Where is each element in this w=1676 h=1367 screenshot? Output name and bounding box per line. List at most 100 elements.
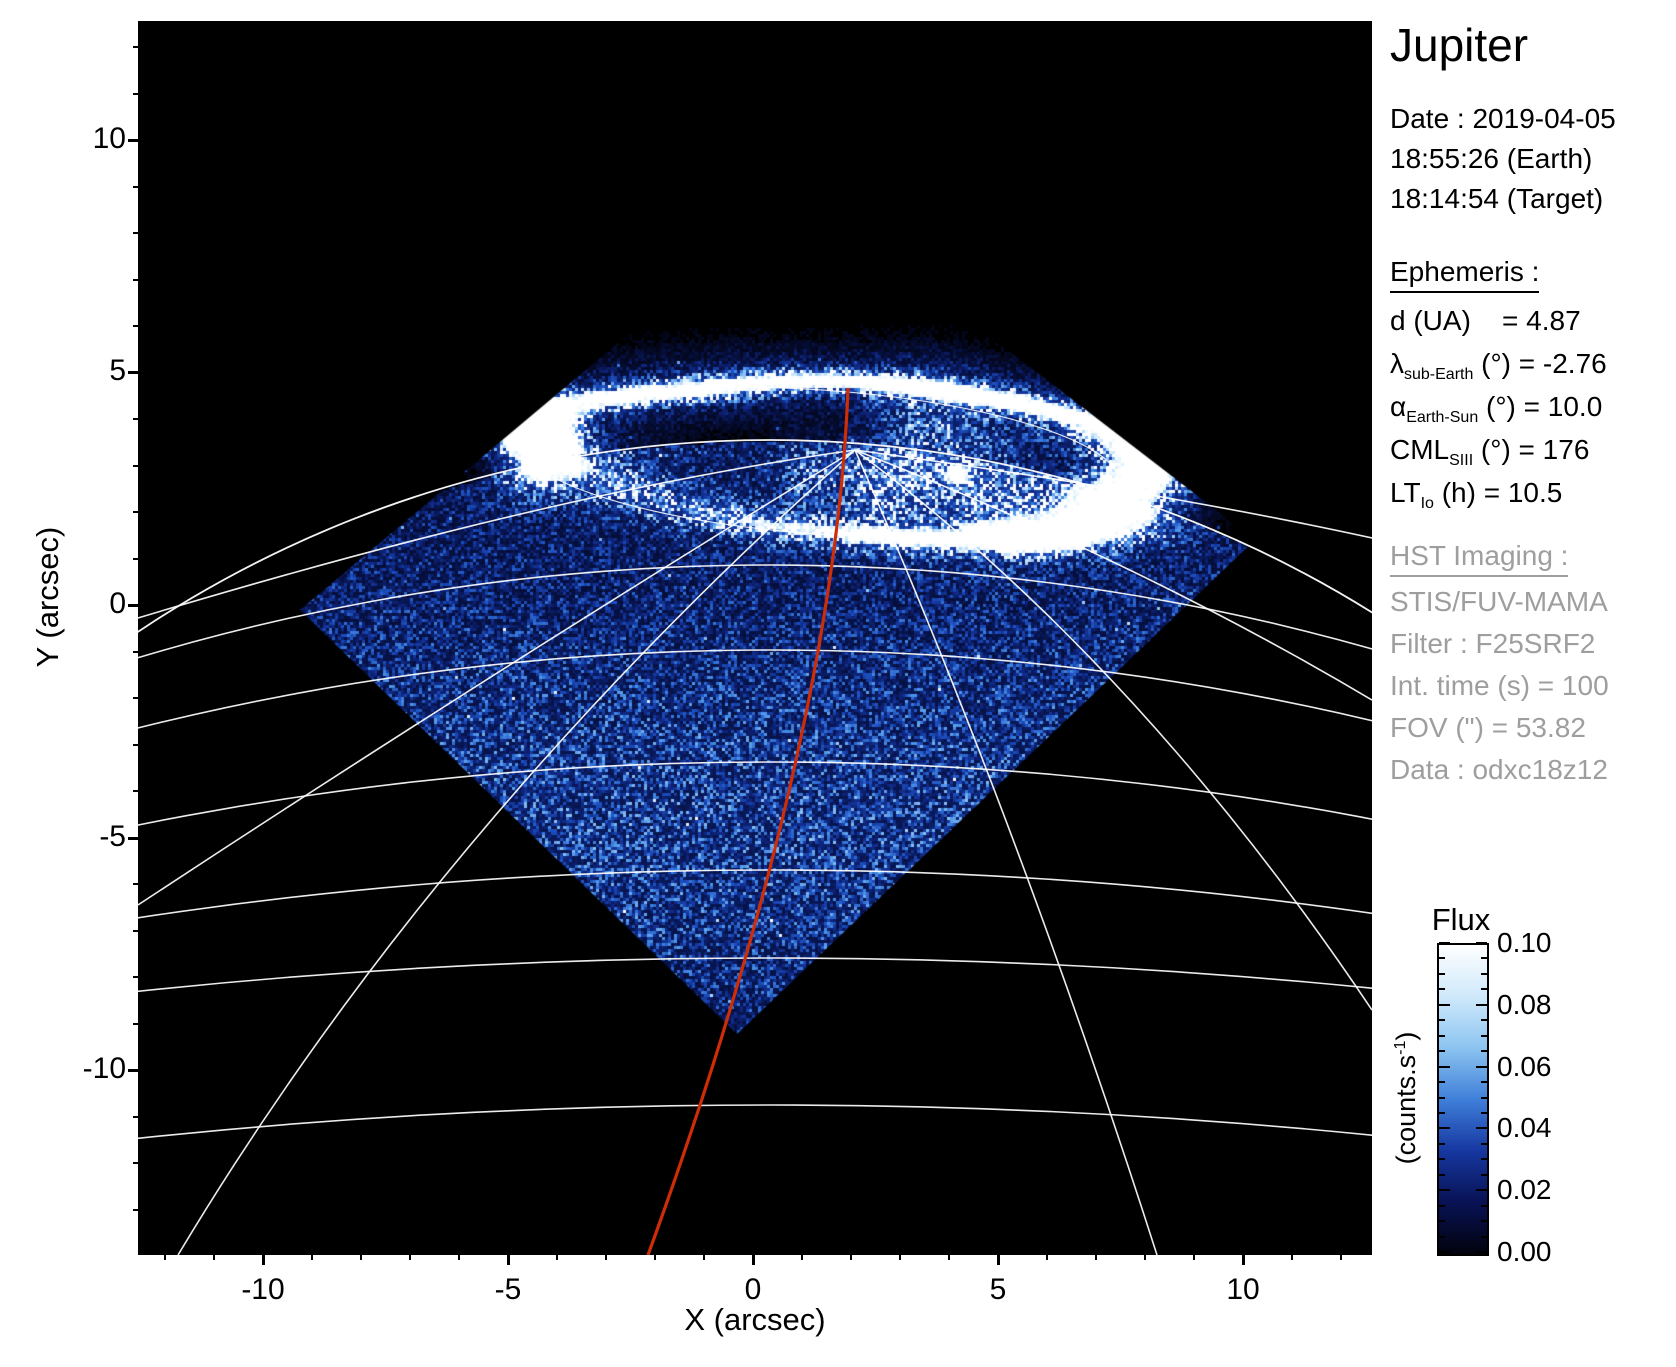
colorbar-tick <box>1481 1235 1487 1238</box>
x-major-tick <box>1242 1255 1245 1265</box>
longitude-meridian-line <box>138 449 856 906</box>
y-tick-label: 0 <box>109 587 126 620</box>
colorbar-tick <box>1476 942 1487 944</box>
x-major-tick <box>262 1255 265 1265</box>
y-minor-tick <box>133 650 138 653</box>
colorbar-tick <box>1481 1096 1487 1099</box>
latitude-parallel-line <box>138 959 1372 994</box>
x-tick-label: 5 <box>989 1273 1007 1306</box>
colorbar-tick <box>1439 1081 1445 1084</box>
colorbar-tick <box>1481 972 1487 975</box>
colorbar-tick <box>1476 1127 1487 1130</box>
x-minor-tick <box>948 1255 950 1260</box>
x-minor-tick <box>1144 1255 1146 1260</box>
planet-limb-line <box>138 439 1372 634</box>
x-major-tick <box>507 1255 510 1265</box>
colorbar-tick-label: 0.00 <box>1497 1236 1552 1267</box>
x-minor-tick <box>164 1255 166 1260</box>
colorbar-tick <box>1439 1204 1445 1207</box>
colorbar-tick <box>1481 1111 1487 1114</box>
x-axis-title: X (arcsec) <box>684 1302 826 1337</box>
colorbar-tick-label: 0.10 <box>1497 927 1552 958</box>
colorbar-tick <box>1476 1065 1487 1068</box>
colorbar-tick <box>1439 1111 1445 1114</box>
y-minor-tick <box>133 697 138 699</box>
x-minor-tick <box>1340 1255 1342 1260</box>
ephemeris-row: LTIo (h) = 10.5 <box>1390 477 1563 512</box>
colorbar-tick <box>1439 1189 1450 1192</box>
colorbar-tick-label: 0.06 <box>1497 1050 1552 1082</box>
x-tick-label: -5 <box>494 1273 522 1306</box>
latitude-parallel-line <box>138 564 1372 660</box>
cml-meridian-line <box>646 387 850 1255</box>
x-tick-label: 10 <box>1226 1273 1260 1306</box>
colorbar-tick <box>1481 988 1487 991</box>
longitude-meridian-line <box>138 449 856 619</box>
colorbar-tick <box>1439 1220 1445 1223</box>
colorbar-tick-label: 0.08 <box>1497 988 1552 1020</box>
colorbar-tick <box>1476 1251 1487 1253</box>
y-minor-tick <box>133 883 138 885</box>
longitude-meridian-line <box>854 449 1158 1255</box>
y-major-tick <box>128 604 138 607</box>
y-minor-tick <box>133 464 138 467</box>
hst-imaging-row: Int. time (s) = 100 <box>1390 670 1609 701</box>
y-minor-tick <box>133 46 138 48</box>
page-title: Jupiter <box>1390 19 1529 71</box>
y-major-tick <box>128 1069 138 1072</box>
colorbar-tick-label: 0.02 <box>1497 1174 1552 1206</box>
longitude-meridian-line <box>854 449 1372 701</box>
x-minor-tick <box>703 1255 705 1260</box>
hst-imaging-list: STIS/FUV-MAMA Filter : F25SRF2 Int. time (… <box>1390 581 1609 791</box>
colorbar-tick <box>1476 1189 1487 1192</box>
colorbar-tick <box>1439 942 1450 944</box>
ephemeris-list: d (UA) = 4.87 λsub-Earth (°) = -2.76 αEart… <box>1390 299 1607 514</box>
y-major-tick <box>128 837 138 840</box>
earth-time-line: 18:55:26 (Earth) <box>1390 143 1593 174</box>
hst-imaging-row: Data : odxc18z12 <box>1390 754 1608 785</box>
colorbar-tick <box>1476 1003 1487 1006</box>
colorbar-tick <box>1439 1019 1445 1022</box>
colorbar-tick <box>1439 1127 1450 1130</box>
colorbar-tick <box>1481 1158 1487 1161</box>
y-tick-label: 5 <box>109 354 126 387</box>
ephemeris-row: CMLSIII (°) = 176 <box>1390 434 1590 469</box>
y-minor-tick <box>133 1115 138 1118</box>
x-minor-tick <box>213 1255 215 1260</box>
y-minor-tick <box>133 325 138 327</box>
colorbar-tick <box>1439 1003 1450 1006</box>
latitude-parallel-line <box>138 1106 1372 1141</box>
sky-plot-area <box>138 21 1372 1255</box>
colorbar-tick <box>1481 1019 1487 1022</box>
y-tick-label: 10 <box>92 122 126 155</box>
colorbar-tick <box>1481 1050 1487 1053</box>
y-minor-tick <box>133 743 138 746</box>
target-time-line: 18:14:54 (Target) <box>1390 183 1604 214</box>
colorbar-tick <box>1439 957 1445 960</box>
observation-datetime: Date : 2019-04-05 18:55:26 (Earth) 18:14… <box>1390 99 1616 219</box>
colorbar-tick <box>1439 1235 1445 1238</box>
x-minor-tick <box>801 1255 803 1260</box>
x-minor-tick <box>458 1255 460 1260</box>
y-minor-tick <box>133 557 138 560</box>
hst-imaging-row: FOV (") = 53.82 <box>1390 712 1586 743</box>
colorbar-tick <box>1439 1251 1450 1253</box>
longitude-meridian-line <box>854 449 1372 1011</box>
x-tick-label: -10 <box>241 1273 285 1306</box>
y-minor-tick <box>133 976 138 978</box>
aurora-image-canvas <box>138 21 1372 1255</box>
hst-imaging-row: STIS/FUV-MAMA <box>1390 586 1608 617</box>
ephemeris-heading: Ephemeris : <box>1390 256 1540 293</box>
colorbar-unit-label: (counts.s-1) <box>1391 1031 1421 1164</box>
colorbar-tick <box>1439 1050 1445 1053</box>
colorbar-tick <box>1439 972 1445 975</box>
colorbar-tick <box>1481 957 1487 960</box>
polar-circle-line <box>520 386 1120 538</box>
hst-imaging-row: Filter : F25SRF2 <box>1390 628 1596 659</box>
y-tick-label: -5 <box>99 820 126 853</box>
colorbar-tick <box>1439 1096 1445 1099</box>
y-minor-tick <box>133 1162 138 1164</box>
y-minor-tick <box>133 511 138 513</box>
x-minor-tick <box>1291 1255 1293 1260</box>
x-minor-tick <box>556 1255 558 1260</box>
